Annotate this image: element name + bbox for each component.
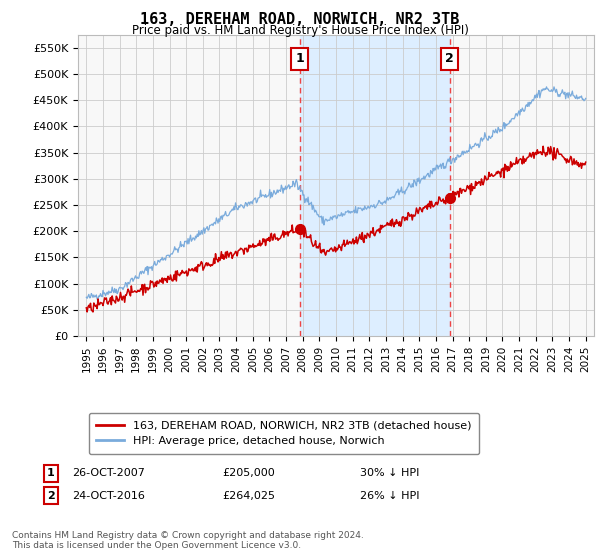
Text: 26-OCT-2007: 26-OCT-2007 <box>72 468 145 478</box>
Bar <box>300 35 449 336</box>
Text: 26% ↓ HPI: 26% ↓ HPI <box>360 491 419 501</box>
Text: £205,000: £205,000 <box>222 468 275 478</box>
Text: 30% ↓ HPI: 30% ↓ HPI <box>360 468 419 478</box>
Text: £264,025: £264,025 <box>222 491 275 501</box>
Text: 1: 1 <box>295 52 304 66</box>
Text: 24-OCT-2016: 24-OCT-2016 <box>72 491 145 501</box>
Text: 2: 2 <box>47 491 55 501</box>
Text: 1: 1 <box>47 468 55 478</box>
Legend: 163, DEREHAM ROAD, NORWICH, NR2 3TB (detached house), HPI: Average price, detach: 163, DEREHAM ROAD, NORWICH, NR2 3TB (det… <box>89 413 479 454</box>
Text: 2: 2 <box>445 52 454 66</box>
Text: Price paid vs. HM Land Registry's House Price Index (HPI): Price paid vs. HM Land Registry's House … <box>131 24 469 37</box>
Text: Contains HM Land Registry data © Crown copyright and database right 2024.
This d: Contains HM Land Registry data © Crown c… <box>12 530 364 550</box>
Text: 163, DEREHAM ROAD, NORWICH, NR2 3TB: 163, DEREHAM ROAD, NORWICH, NR2 3TB <box>140 12 460 27</box>
